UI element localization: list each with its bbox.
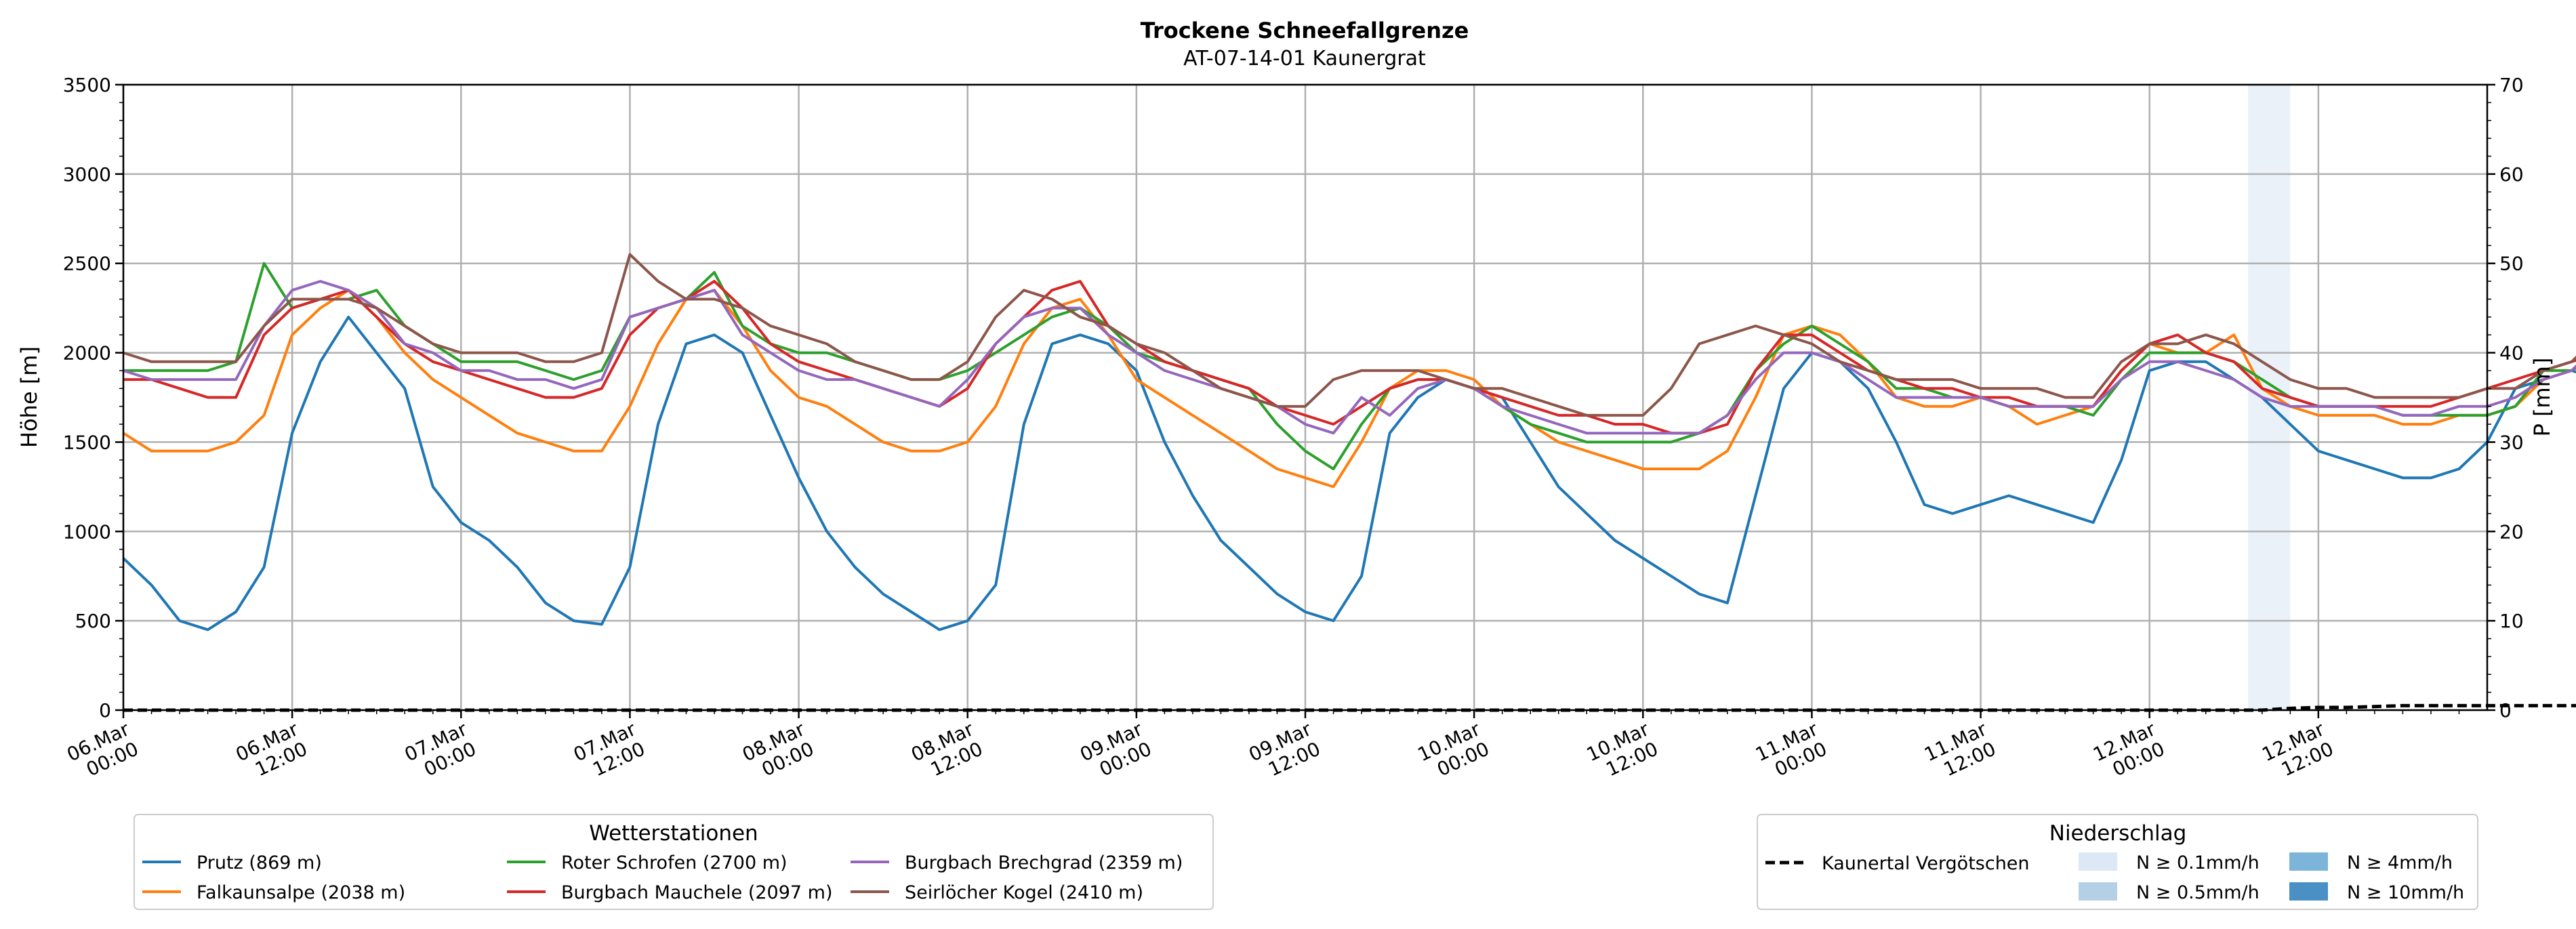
y2-tick-label: 20	[2499, 520, 2524, 543]
legend-label-4: Burgbach Brechgrad (2359 m)	[905, 852, 1183, 873]
series-line-5	[123, 253, 2576, 417]
precip-legend-title: Niederschlag	[2049, 821, 2187, 846]
station-legend-frame	[134, 814, 1214, 910]
legend-label-1: Falkaunsalpe (2038 m)	[197, 882, 405, 903]
y-tick-label: 2000	[63, 342, 111, 365]
y-tick-label: 2500	[63, 253, 111, 275]
precip-class-swatch-3	[2289, 882, 2328, 901]
legend-label-3: Burgbach Mauchele (2097 m)	[561, 882, 833, 903]
y2-axis-label: P [mm]	[2529, 358, 2555, 437]
legend-label-5: Seirlöcher Kogel (2410 m)	[905, 882, 1143, 903]
y-tick-label: 0	[99, 699, 111, 722]
chart-subtitle: AT-07-14-01 Kaunergrat	[1183, 47, 1426, 70]
chart-title: Trockene Schneefallgrenze	[1141, 18, 1469, 43]
legend-label-2: Roter Schrofen (2700 m)	[561, 852, 788, 873]
y2-tick-label: 0	[2499, 699, 2512, 722]
precip-class-label-0: N ≥ 0.1mm/h	[2136, 852, 2260, 873]
y2-tick-label: 60	[2499, 163, 2524, 186]
precip-class-label-3: N ≥ 10mm/h	[2347, 882, 2464, 903]
y2-tick-label: 30	[2499, 431, 2524, 453]
precip-legend: Niederschlag Kaunertal Vergötschen N ≥ 0…	[1757, 814, 2478, 910]
precip-class-swatch-1	[2079, 882, 2117, 901]
series-line-3	[123, 280, 2576, 435]
y-axis-label: Höhe [m]	[16, 346, 42, 448]
precip-legend-station: Kaunertal Vergötschen	[1822, 853, 2030, 874]
series-line-0	[122, 315, 2576, 632]
legend-label-0: Prutz (869 m)	[197, 852, 322, 873]
series-lines	[122, 253, 2576, 632]
precip-class-swatch-2	[2289, 852, 2328, 871]
y-axis-right: 0 10 20 30 40 50 60 70	[2487, 74, 2524, 722]
y2-tick-label: 10	[2499, 610, 2524, 632]
precipitation-shading	[2248, 85, 2291, 710]
y2-tick-label: 50	[2499, 253, 2524, 275]
precip-class-label-2: N ≥ 4mm/h	[2347, 852, 2453, 873]
station-legend-title: Wetterstationen	[589, 821, 758, 846]
y-tick-label: 500	[75, 610, 111, 632]
y2-tick-label: 70	[2499, 74, 2524, 96]
precip-class-swatch-0	[2079, 852, 2117, 871]
y-axis-left: 0 500 1000 1500 2000 2500 3000 3500	[63, 74, 123, 722]
precip-shade-0	[2248, 85, 2291, 710]
precip-class-label-1: N ≥ 0.5mm/h	[2136, 882, 2260, 903]
y-tick-label: 3500	[63, 74, 111, 96]
y2-tick-label: 40	[2499, 342, 2524, 365]
y-tick-label: 1000	[63, 520, 111, 543]
series-line-4	[123, 280, 2576, 435]
y-tick-label: 3000	[63, 163, 111, 186]
station-legend: Wetterstationen Prutz (869 m) Falkaunsalp…	[134, 814, 1214, 910]
y-tick-label: 1500	[63, 431, 111, 453]
